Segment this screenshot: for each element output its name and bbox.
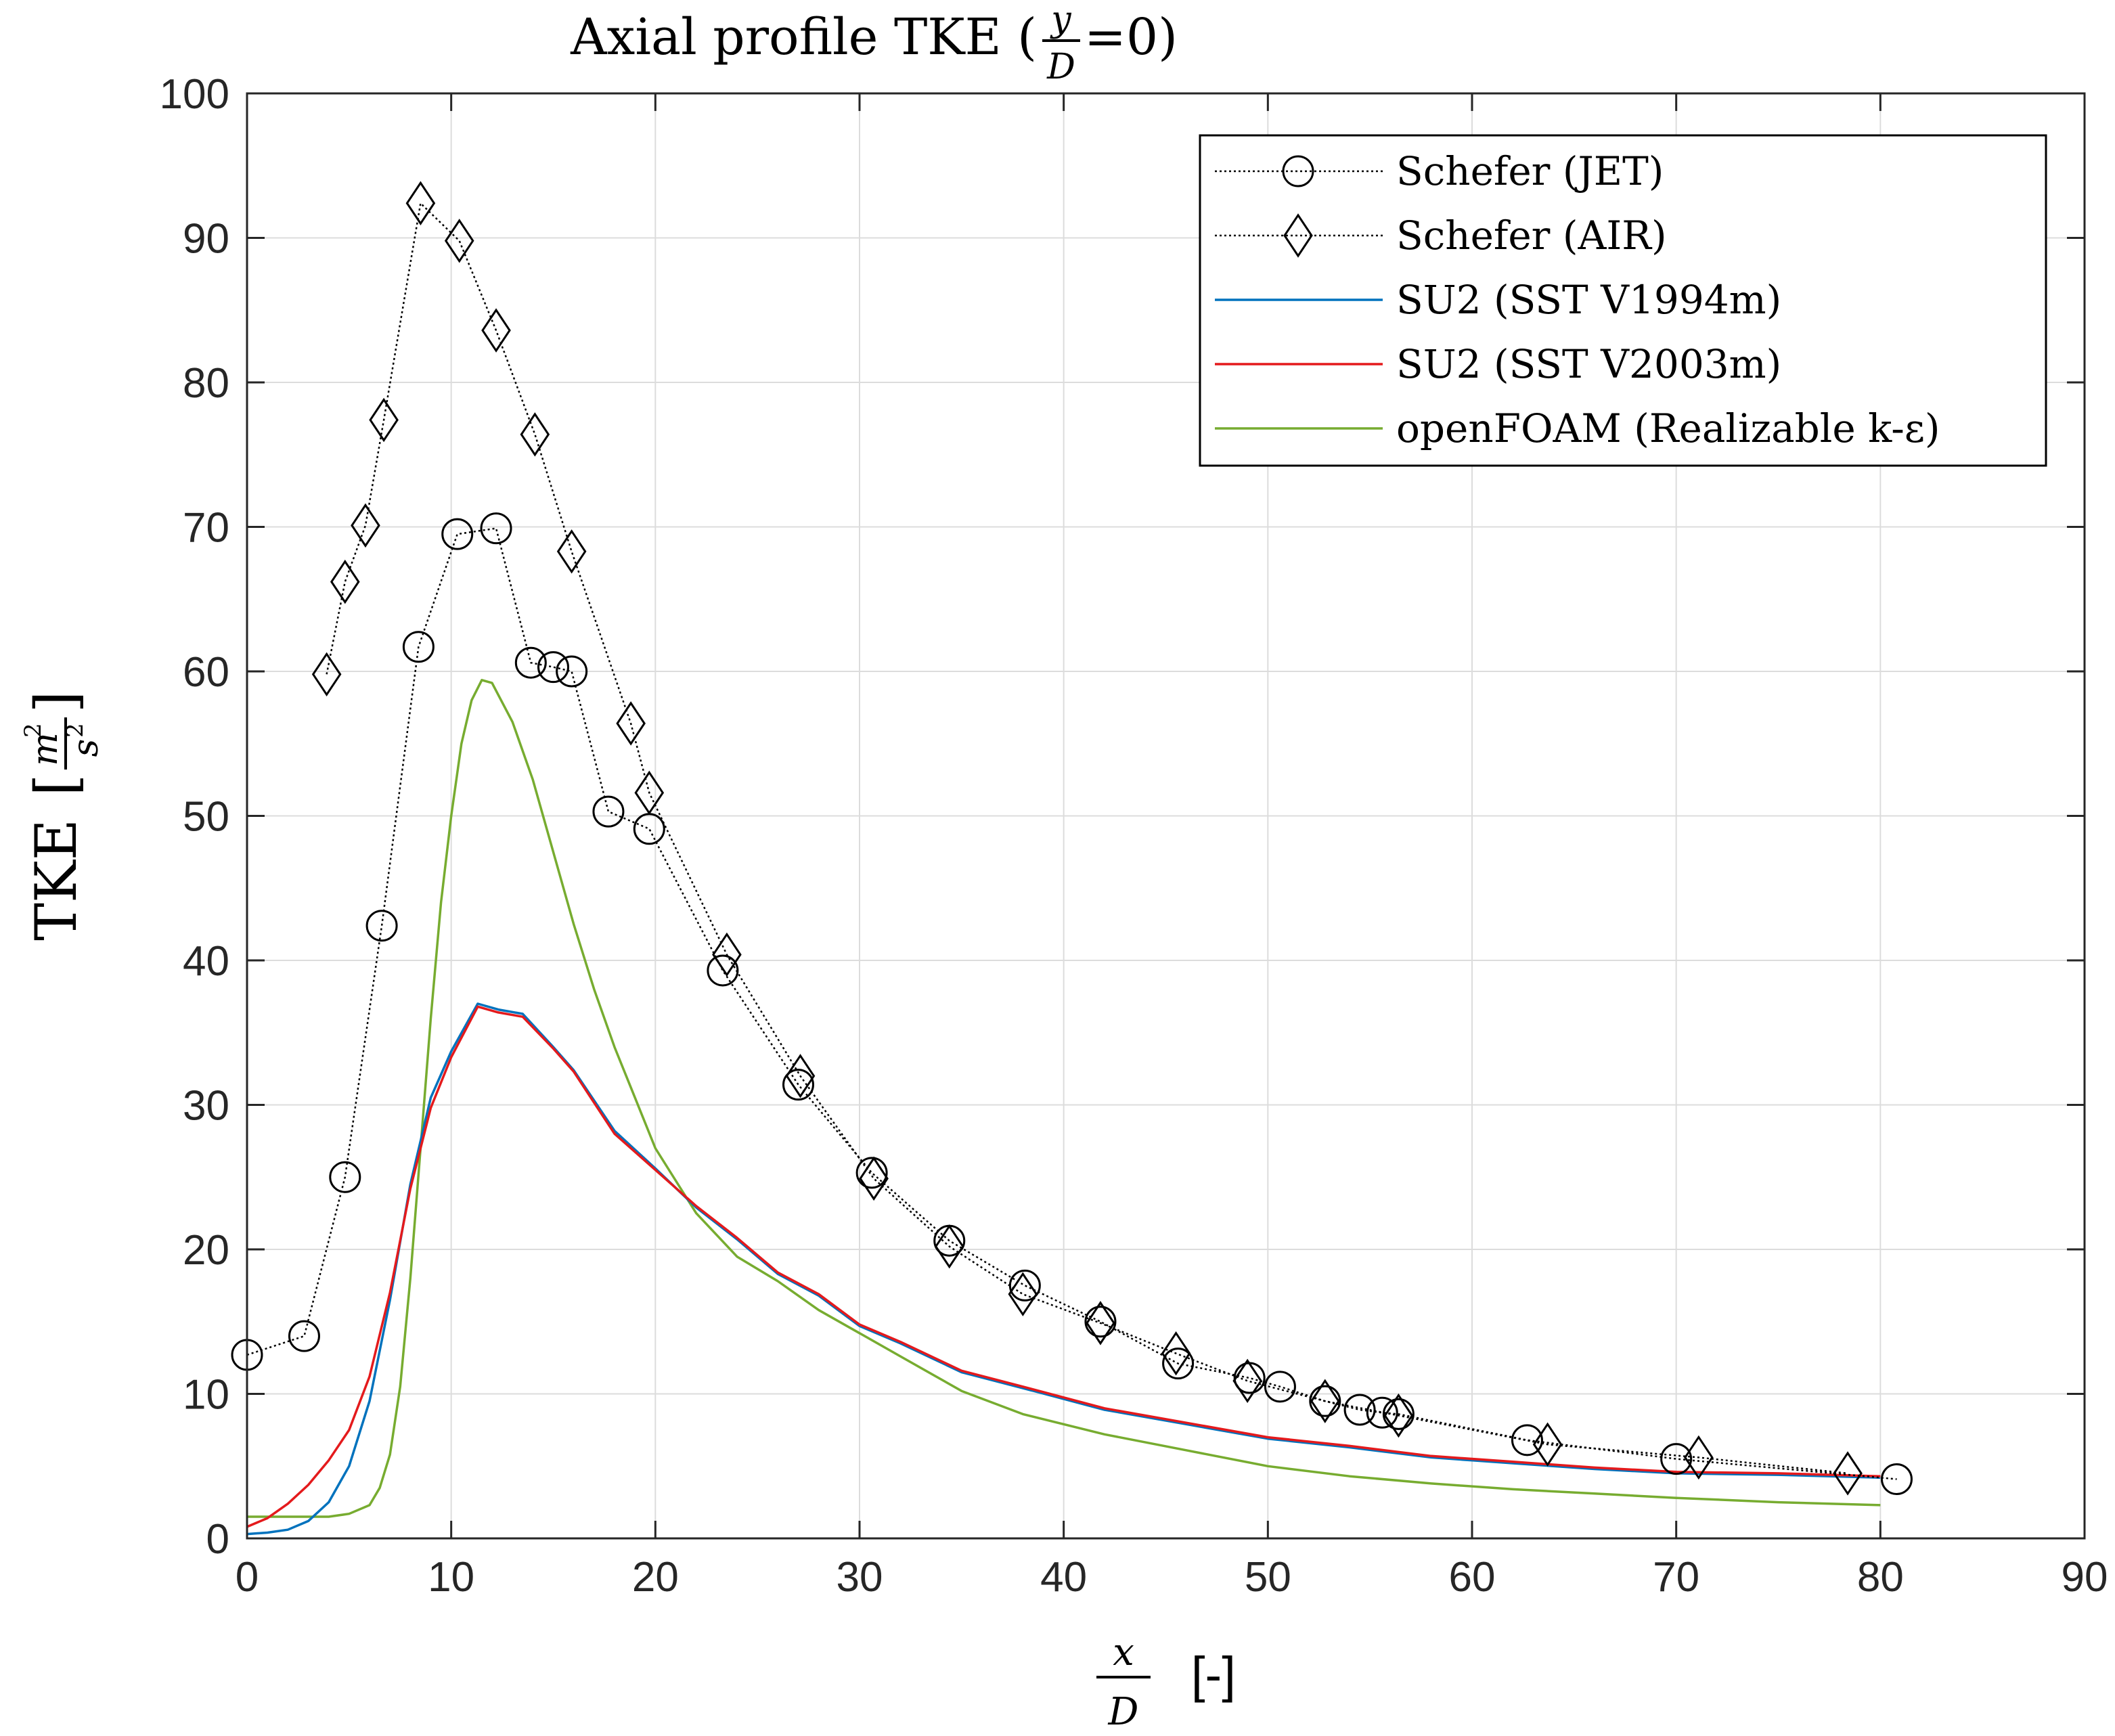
chart-title-frac-den: D [1046,47,1075,87]
data-point-marker [556,529,587,574]
axis-ticks: 0 10 20 30 40 50 60 70 80 90 0 10 20 30 40 50 60 70 80 90 10… [160,71,2108,1601]
legend: Schefer (JET) Schefer (AIR) SU2 (SST V1994… [1199,134,2047,467]
chart-title-prefix: Axial profile TKE ( [570,8,1037,66]
x-tick-label: 20 [632,1554,679,1601]
y-axis-label: TKE [ m 2 s 2 ] [20,691,106,941]
x-axis-label-frac-den: D [1108,1690,1139,1734]
data-point-marker [855,1157,888,1189]
y-tick-label: 10 [183,1372,229,1419]
data-point-marker [1880,1463,1913,1495]
y-tick-label: 80 [183,360,229,407]
y-axis-label-frac-num: m [25,732,66,765]
chart-title-suffix: =0) [1084,8,1178,66]
data-point-marker [934,1224,964,1269]
x-axis-label-frac-num: x [1113,1630,1134,1674]
data-point-marker [634,770,665,816]
data-point-marker [330,559,360,604]
data-point-marker [1660,1443,1693,1475]
data-point-marker [405,181,436,225]
data-point-marker [1162,1348,1195,1380]
data-point-marker [1232,1358,1262,1403]
data-point-marker [1008,1272,1038,1316]
y-axis-label-close-bracket: ] [23,691,89,713]
data-point-marker [1310,1379,1340,1423]
y-tick-label: 100 [160,71,229,118]
data-point-marker [1684,1435,1714,1480]
x-tick-label: 60 [1449,1554,1496,1601]
legend-label: Schefer (AIR) [1396,213,1667,259]
y-tick-label: 40 [183,938,229,985]
y-tick-label: 70 [183,505,229,552]
y-tick-label: 0 [206,1516,229,1563]
data-point-marker [365,910,398,942]
data-point-marker [1833,1451,1863,1496]
y-tick-label: 30 [183,1083,229,1130]
x-tick-label: 80 [1857,1554,1904,1601]
data-point-marker [537,651,569,684]
data-point-marker [707,954,739,987]
y-tick-label: 50 [183,794,229,841]
data-point-marker [288,1320,320,1352]
data-point-marker [1309,1385,1341,1417]
data-point-marker [351,503,380,548]
data-point-marker [1086,1301,1115,1345]
data-point-marker [1008,1269,1041,1301]
legend-label: SU2 (SST V1994m) [1396,277,1781,323]
y-axis-label-frac-den-sup: 2 [62,723,89,738]
x-tick-label: 40 [1040,1554,1087,1601]
y-tick-label: 60 [183,649,229,696]
data-point-marker [592,795,625,828]
x-tick-label: 30 [837,1554,883,1601]
data-point-marker [520,412,550,457]
series-line [247,679,1881,1518]
x-tick-label: 90 [2062,1554,2108,1601]
legend-marker [1283,213,1313,258]
legend-label: Schefer (JET) [1396,148,1664,194]
data-point-marker [859,1156,889,1201]
data-point-marker [444,219,474,263]
data-point-marker [1382,1398,1415,1430]
data-point-marker [782,1069,814,1101]
data-point-marker [369,397,399,443]
legend-label: SU2 (SST V2003m) [1396,341,1781,387]
y-axis-label-open-bracket: [ [23,774,89,797]
chart-title-frac-num: y [1050,0,1071,40]
series-markers [231,181,1913,1496]
data-point-marker [1264,1371,1296,1403]
data-point-marker [556,655,588,688]
x-tick-label: 70 [1653,1554,1699,1601]
data-point-marker [481,308,511,353]
y-tick-label: 90 [183,216,229,263]
data-point-marker [1161,1331,1191,1376]
y-axis-label-frac-den: s [66,739,106,757]
data-point-marker [329,1161,361,1193]
y-axis-label-frac-num-sup: 2 [20,723,47,738]
legend-marker [1282,155,1314,187]
plot-frame [246,92,2086,1540]
series-line [246,527,1897,1480]
data-point-marker [441,518,474,550]
x-tick-label: 50 [1245,1554,1291,1601]
data-point-marker [1383,1393,1414,1438]
data-point-marker [712,932,742,977]
x-tick-label: 0 [236,1554,259,1601]
data-point-marker [1084,1306,1117,1338]
legend-label: openFOAM (Realizable k-ε) [1396,405,1940,451]
data-point-marker [616,701,646,746]
data-point-marker [1366,1396,1398,1429]
data-point-marker [785,1054,816,1098]
data-point-marker [1532,1422,1563,1467]
data-point-marker [1343,1394,1376,1426]
x-tick-label: 10 [428,1554,474,1601]
y-axis-label-main: TKE [23,819,89,941]
data-point-marker [402,631,435,663]
x-axis-label-unit: [-] [1191,1647,1236,1703]
y-tick-label: 20 [183,1227,229,1274]
series-line [246,1005,1881,1528]
data-point-marker [311,652,342,696]
data-point-marker [514,646,547,679]
data-point-marker [480,512,512,545]
data-point-marker [1511,1424,1543,1456]
